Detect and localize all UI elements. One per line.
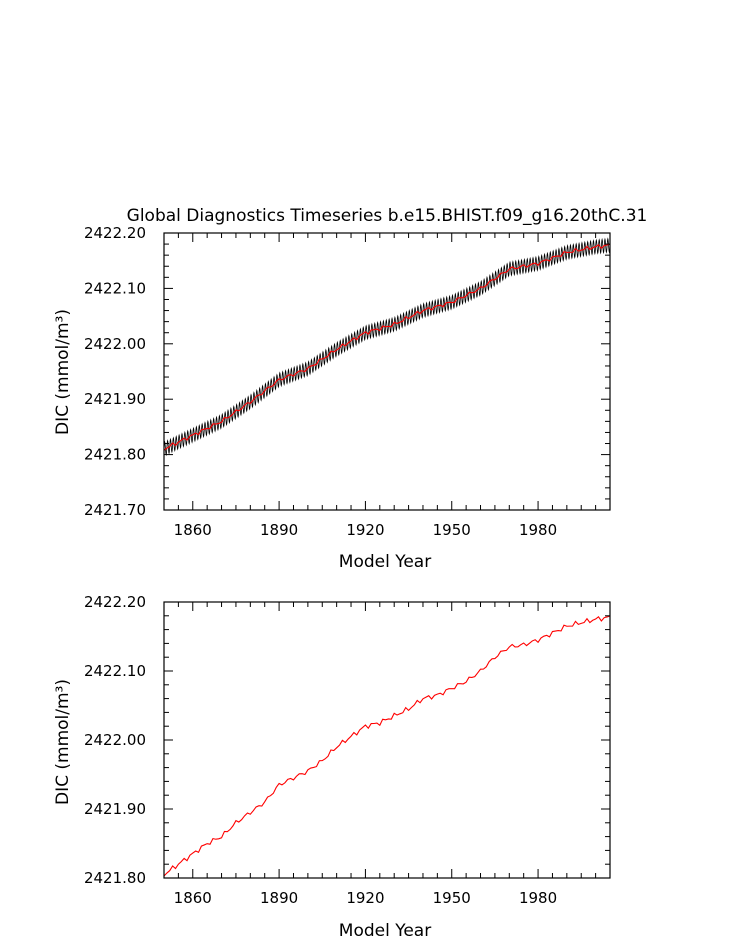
top-tick-group: 1860 1890 1920 1950 1980 2421.70 2421.80 2421.9… [84, 224, 611, 539]
top-x-tick-label: 1860 [174, 521, 212, 539]
top-series-line-0 [163, 237, 611, 457]
bottom-series-line-0 [163, 615, 611, 877]
bottom-y-tick-label: 2422.20 [84, 593, 146, 611]
top-series-group [163, 237, 611, 457]
top-chart-title: Global Diagnostics Timeseries b.e15.BHIS… [127, 206, 648, 226]
top-panel: Global Diagnostics Timeseries b.e15.BHIS… [53, 206, 647, 572]
bottom-series-group [163, 615, 611, 877]
top-y-tick-label: 2421.90 [84, 390, 146, 408]
top-y-tick-label: 2421.70 [84, 501, 146, 519]
bottom-y-tick-label: 2422.10 [84, 662, 146, 680]
bottom-plot-frame [163, 601, 611, 879]
bottom-panel: 1860 1890 1920 1950 1980 2421.80 2421.90 2422.0… [53, 593, 611, 941]
bottom-x-axis-label: Model Year [339, 921, 431, 941]
top-y-tick-label: 2421.80 [84, 446, 146, 464]
top-x-tick-label: 1920 [346, 521, 384, 539]
top-x-axis-label: Model Year [339, 552, 431, 572]
bottom-tick-group: 1860 1890 1920 1950 1980 2421.80 2421.90 2422.0… [84, 593, 611, 907]
top-plot-frame [163, 232, 611, 511]
top-y-tick-label: 2422.10 [84, 279, 146, 297]
bottom-y-axis-label: DIC (mmol/m³) [53, 679, 73, 805]
top-y-tick-label: 2422.00 [84, 335, 146, 353]
top-x-tick-label: 1890 [260, 521, 298, 539]
top-x-tick-label: 1980 [519, 521, 557, 539]
bottom-y-tick-label: 2421.80 [84, 869, 146, 887]
top-x-tick-label: 1950 [433, 521, 471, 539]
top-series-line-1 [163, 243, 611, 451]
bottom-x-tick-label: 1860 [174, 889, 212, 907]
top-y-tick-label: 2422.20 [84, 224, 146, 242]
bottom-x-tick-label: 1890 [260, 889, 298, 907]
bottom-y-tick-label: 2421.90 [84, 800, 146, 818]
bottom-y-tick-label: 2422.00 [84, 731, 146, 749]
bottom-x-tick-label: 1950 [433, 889, 471, 907]
bottom-x-tick-label: 1980 [519, 889, 557, 907]
top-y-axis-label: DIC (mmol/m³) [53, 309, 73, 435]
bottom-x-tick-label: 1920 [346, 889, 384, 907]
